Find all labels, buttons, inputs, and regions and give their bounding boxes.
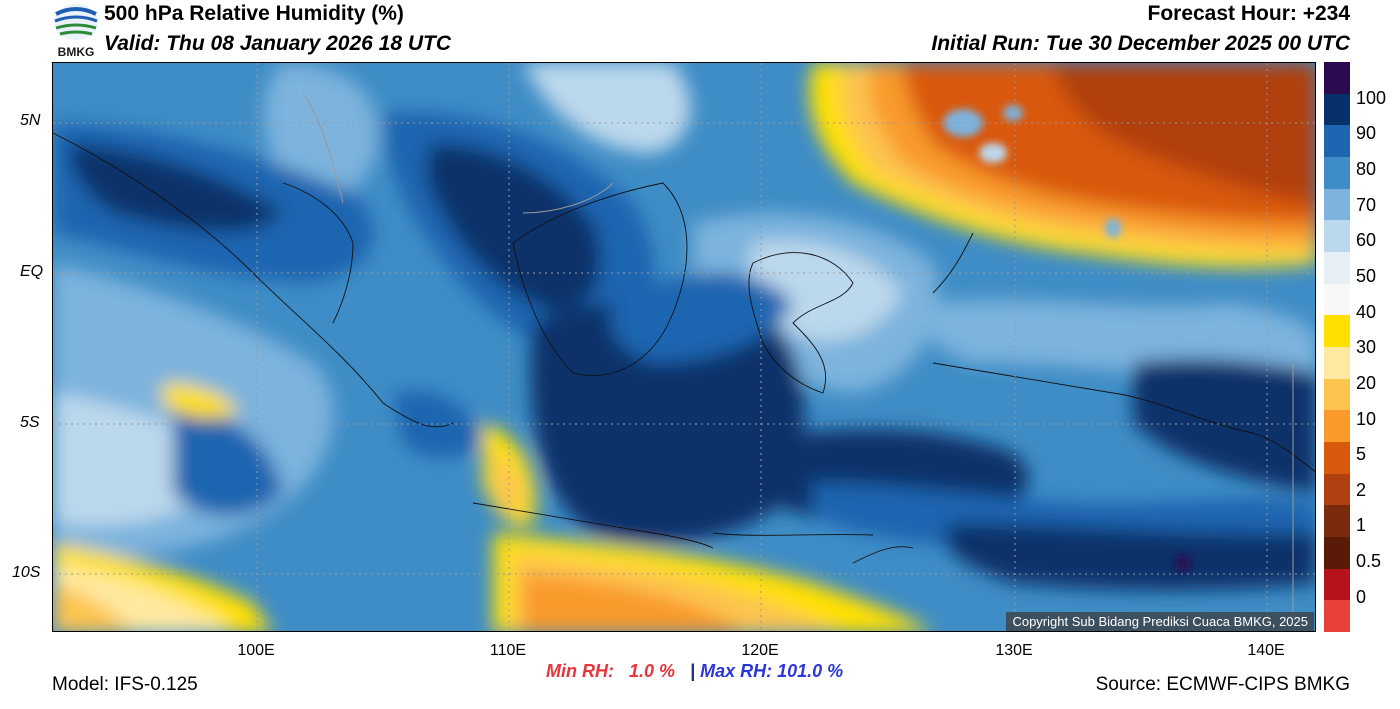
colorbar-segment — [1324, 442, 1350, 475]
colorbar-label: 5 — [1356, 444, 1367, 464]
colorbar-segment — [1324, 537, 1350, 570]
coastlines — [53, 132, 1315, 564]
humidity-map — [52, 62, 1316, 632]
colorbar-segment — [1324, 157, 1350, 190]
rh-detail — [943, 105, 1191, 571]
colorbar-label: 20 — [1356, 373, 1377, 393]
rh-min-max: Min RH: 1.0 % | Max RH: 101.0 % — [546, 661, 843, 682]
colorbar-segment — [1324, 378, 1350, 411]
humidity-field — [53, 63, 1315, 631]
colorbar-label: 50 — [1356, 266, 1377, 286]
colorbar-label: 0 — [1356, 587, 1367, 607]
initial-run: Initial Run: Tue 30 December 2025 00 UTC — [931, 32, 1350, 55]
colorbar-label: 30 — [1356, 337, 1377, 357]
lon-label-130e: 130E — [995, 642, 1033, 659]
colorbar-segment — [1324, 473, 1350, 506]
colorbar-label: 70 — [1356, 195, 1377, 215]
chart-title: 500 hPa Relative Humidity (%) — [104, 2, 404, 25]
colorbar-label: 2 — [1356, 480, 1367, 500]
min-rh-label: Min RH: — [546, 661, 614, 681]
colorbar-segment — [1324, 410, 1350, 443]
lon-label-120e: 120E — [741, 642, 779, 659]
colorbar-segment — [1324, 62, 1350, 95]
colorbar-segment — [1324, 93, 1350, 126]
colorbar-segment — [1324, 568, 1350, 601]
copyright-notice: Copyright Sub Bidang Prediksi Cuaca BMKG… — [1006, 612, 1314, 631]
model-name: Model: IFS-0.125 — [52, 674, 198, 695]
max-rh-value: 101.0 % — [777, 661, 844, 681]
colorbar-segment — [1324, 220, 1350, 253]
lat-label-5n: 5N — [20, 112, 41, 129]
colorbar-segment — [1324, 347, 1350, 380]
colorbar-label: 80 — [1356, 159, 1377, 179]
graticule — [53, 63, 1315, 631]
colorbar-label: 40 — [1356, 302, 1377, 322]
forecast-hour: Forecast Hour: +234 — [1147, 2, 1351, 25]
min-rh-value: 1.0 % — [629, 661, 676, 681]
borders — [302, 92, 1294, 623]
lon-label-100e: 100E — [237, 642, 275, 659]
colorbar-label: 0.5 — [1356, 551, 1382, 571]
colorbar-label: 90 — [1356, 123, 1377, 143]
colorbar-label: 1 — [1356, 515, 1367, 535]
max-rh-label: Max RH: — [700, 661, 773, 681]
colorbar-label: 60 — [1356, 230, 1377, 250]
valid-time: Valid: Thu 08 January 2026 18 UTC — [104, 32, 452, 55]
lat-label-5s: 5S — [20, 414, 40, 431]
colorbar-segment — [1324, 600, 1350, 633]
colorbar-segment — [1324, 505, 1350, 538]
bmkg-logo: BMKG — [52, 2, 100, 60]
colorbar-segment — [1324, 283, 1350, 316]
colorbar-label: 10 — [1356, 409, 1377, 429]
lon-label-140e: 140E — [1247, 642, 1285, 659]
min-max-separator: | — [690, 661, 696, 681]
colorbar-label: 100 — [1356, 88, 1387, 108]
data-source: Source: ECMWF-CIPS BMKG — [1095, 674, 1350, 695]
colorbar-segment — [1324, 188, 1350, 221]
colorbar — [1324, 62, 1350, 633]
lat-label-eq: EQ — [20, 263, 44, 280]
colorbar-segment — [1324, 315, 1350, 348]
lon-label-110e: 110E — [489, 642, 527, 659]
colorbar-segment — [1324, 125, 1350, 158]
rh-contours — [53, 63, 1315, 631]
lat-label-10s: 10S — [12, 564, 41, 581]
logo-text: BMKG — [58, 45, 95, 59]
colorbar-segment — [1324, 252, 1350, 285]
